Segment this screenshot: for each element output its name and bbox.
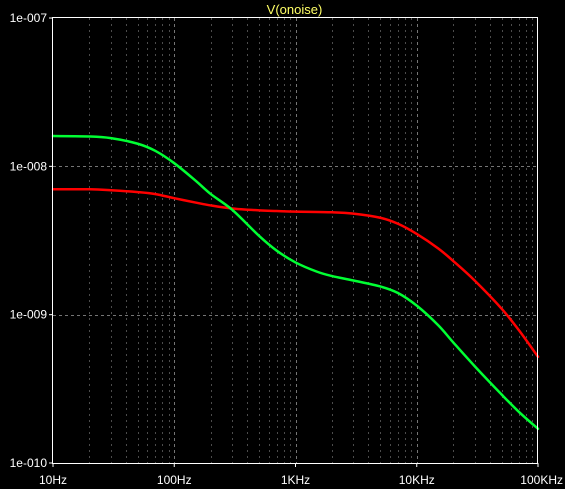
plot-frame bbox=[52, 17, 538, 464]
y-tick-label: 1e-008 bbox=[10, 159, 48, 173]
x-tick-label: 10KHz bbox=[399, 473, 435, 487]
y-tick-label: 1e-009 bbox=[10, 308, 48, 322]
chart-title: V(onoise) bbox=[267, 2, 323, 17]
y-tick-label: 1e-010 bbox=[10, 456, 48, 470]
series-line-1 bbox=[51, 187, 540, 359]
x-tick-label: 10Hz bbox=[39, 473, 67, 487]
x-tick-label: 100KHz bbox=[520, 473, 563, 487]
x-tick-label: 100Hz bbox=[157, 473, 192, 487]
series-layer bbox=[51, 134, 540, 431]
tick-layer: 10Hz 100Hz 1KHz 10KHz 100KHz 1e-010 1e-009 1e-0… bbox=[10, 11, 563, 487]
x-tick-label: 1KHz bbox=[281, 473, 310, 487]
series-line-2 bbox=[51, 134, 540, 431]
y-tick-label: 1e-007 bbox=[10, 11, 48, 25]
grid-layer bbox=[53, 18, 538, 463]
